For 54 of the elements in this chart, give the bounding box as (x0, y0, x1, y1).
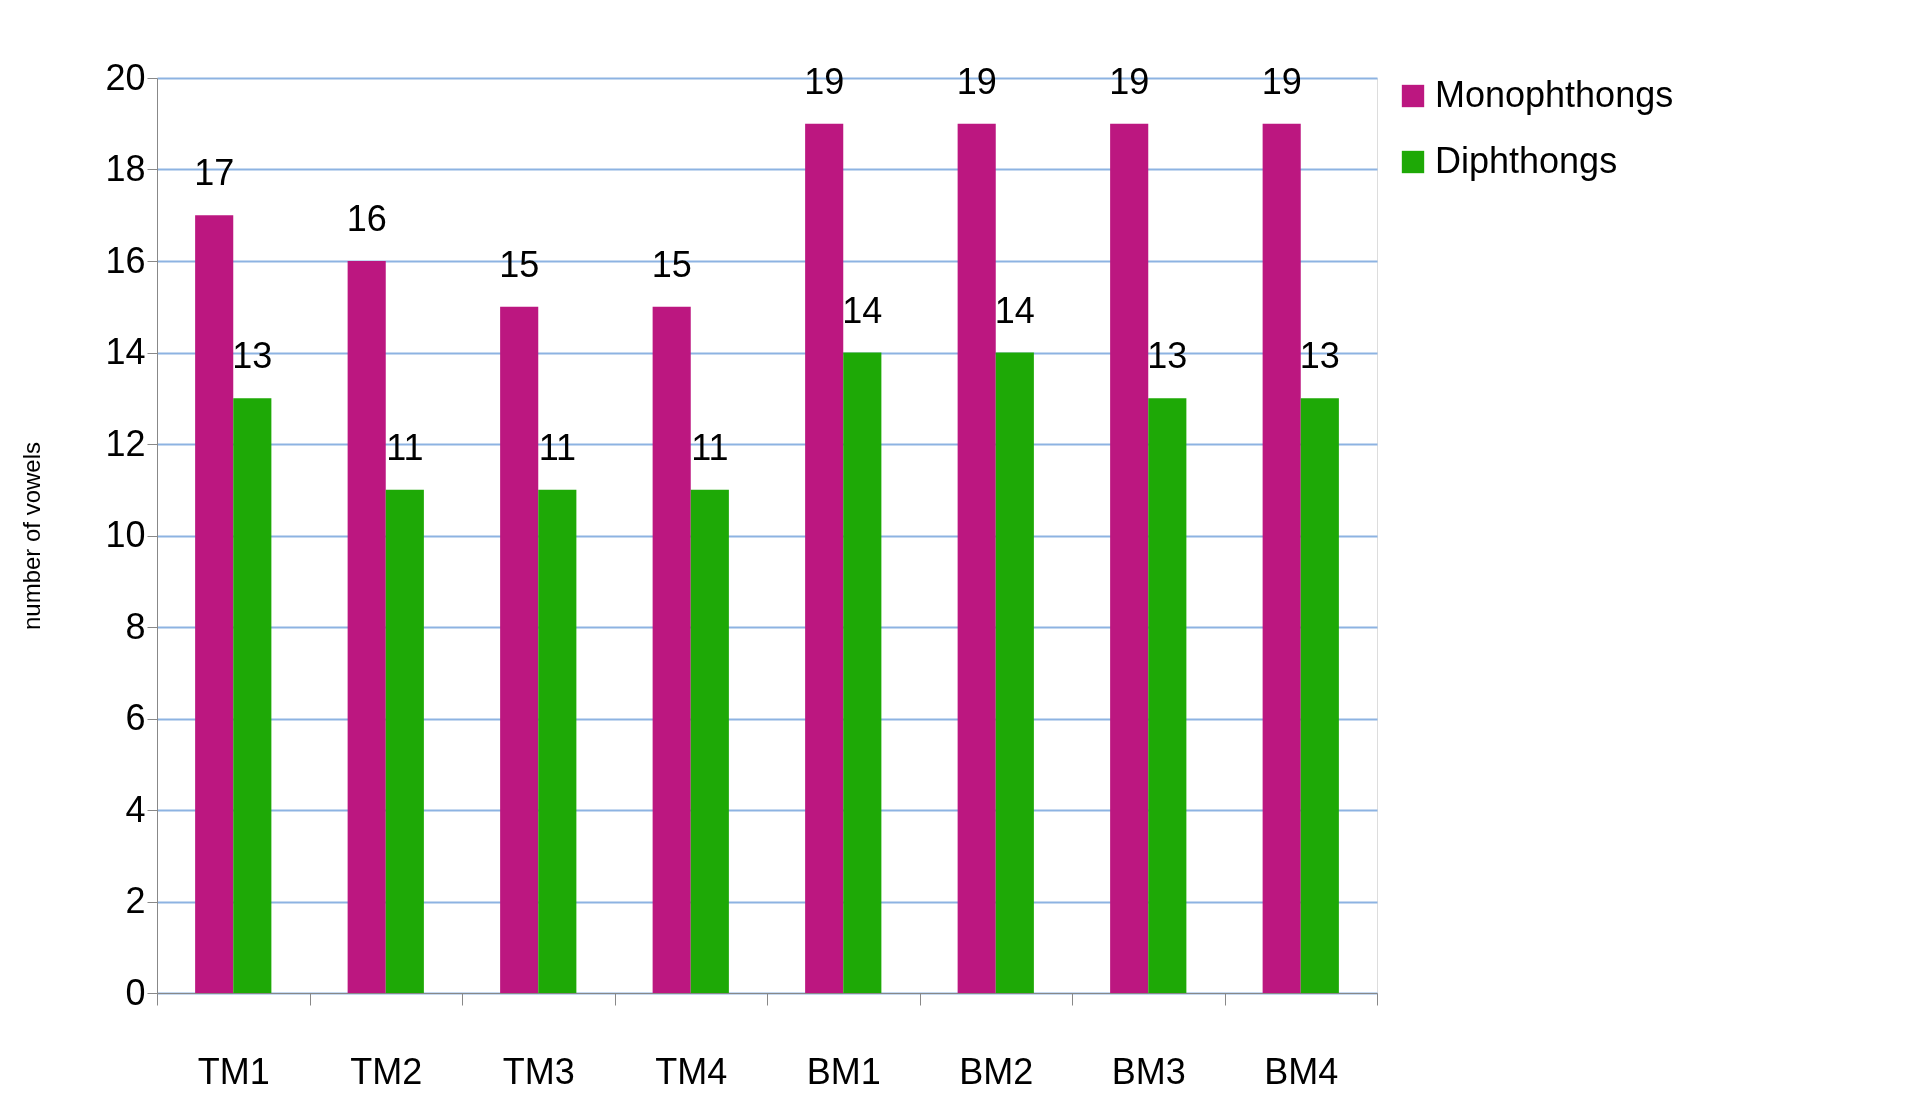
data-label: 19 (804, 60, 845, 102)
bar (1300, 398, 1339, 993)
x-tick-label: TM4 (655, 1050, 728, 1092)
y-tick-label: 16 (105, 239, 146, 281)
data-label: 19 (1109, 60, 1150, 102)
bar (957, 123, 996, 993)
x-tick-label: TM1 (197, 1050, 270, 1092)
bar (652, 306, 691, 993)
data-label: 13 (1147, 335, 1188, 377)
y-axis-title: number of vowels (18, 441, 46, 631)
x-tick-label: TM2 (350, 1050, 423, 1092)
x-tick-label: BM1 (806, 1050, 881, 1092)
bar (1148, 398, 1187, 993)
data-label: 17 (194, 152, 235, 194)
y-tick-label: 12 (105, 422, 146, 464)
x-tick-label: BM2 (959, 1050, 1034, 1092)
bar (805, 123, 844, 993)
data-label: 13 (1299, 335, 1340, 377)
x-tick-label: TM3 (502, 1050, 575, 1092)
data-label: 11 (386, 426, 424, 468)
bar (195, 215, 234, 993)
bar (233, 398, 272, 993)
y-tick-label: 8 (125, 605, 146, 647)
data-label: 19 (1261, 60, 1302, 102)
y-tick-label: 4 (125, 788, 146, 830)
x-tick-label: BM3 (1111, 1050, 1186, 1092)
data-label: 11 (691, 426, 729, 468)
bar (690, 489, 729, 993)
bar (995, 352, 1034, 993)
bar (843, 352, 882, 993)
data-label: 16 (346, 198, 387, 239)
data-label: 14 (994, 289, 1035, 331)
bar (1110, 123, 1149, 993)
bar (500, 306, 539, 993)
legend-label: Monophthongs (1435, 74, 1674, 115)
data-label: 15 (651, 243, 692, 285)
data-label: 19 (956, 60, 997, 102)
bar (538, 489, 577, 993)
y-tick-label: 6 (125, 697, 146, 738)
y-tick-label: 14 (105, 331, 146, 372)
x-tick-label: BM4 (1264, 1050, 1339, 1092)
data-label: 13 (232, 335, 273, 377)
bar (1262, 123, 1301, 993)
y-tick-label: 18 (105, 148, 146, 189)
y-tick-label: 10 (105, 514, 146, 555)
legend-label: Diphthongs (1435, 140, 1618, 181)
data-label: 15 (499, 243, 540, 285)
bar (385, 489, 424, 993)
data-label: 11 (538, 426, 576, 468)
y-tick-label: 2 (125, 880, 146, 921)
data-label: 14 (842, 289, 883, 331)
y-tick-label: 20 (105, 56, 146, 98)
y-tick-label: 0 (125, 971, 146, 1013)
bar (347, 261, 386, 993)
